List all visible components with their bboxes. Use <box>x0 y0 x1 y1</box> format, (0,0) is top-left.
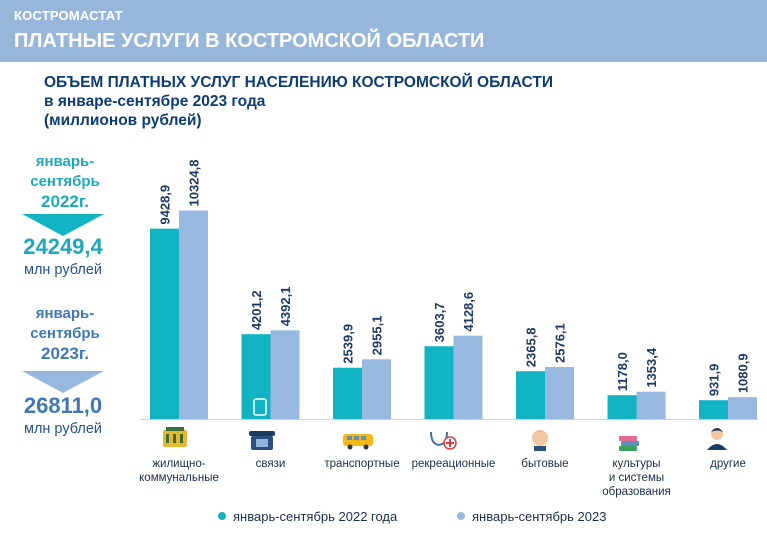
bar-2022 <box>699 400 728 419</box>
arrow-2022-icon <box>22 214 104 236</box>
chart-title-line-2: в январе-сентябре 2023 года <box>44 93 266 110</box>
hairdresser-icon <box>532 430 548 451</box>
medical-icon <box>430 431 457 450</box>
bar-2022 <box>607 395 637 419</box>
bar-2022 <box>150 228 179 419</box>
bar-2023 <box>636 391 666 419</box>
total-2022-label-line: 2022г. <box>41 192 89 211</box>
data-label: 2576,1 <box>553 323 568 363</box>
data-label: 2539,9 <box>341 324 356 364</box>
total-2022-label-line: январь- <box>35 153 95 170</box>
bar-2023 <box>270 330 300 419</box>
chart-title-line-1: ОБЪЕМ ПЛАТНЫХ УСЛУГ НАСЕЛЕНИЮ КОСТРОМСКО… <box>44 74 553 91</box>
chart-title-line-3: (миллионов рублей) <box>44 112 202 129</box>
category-label: культуры и системы образования <box>602 458 671 498</box>
housing-icon <box>163 427 187 447</box>
legend-label-2022: январь-сентябрь 2022 года <box>233 509 398 524</box>
data-label: 4128,6 <box>461 292 476 332</box>
total-2023-unit: млн рублей <box>23 421 103 437</box>
total-2022-label: январь- сентябрь 2022г. <box>6 152 124 212</box>
data-label: 9428,9 <box>158 185 173 225</box>
category-label: бытовые <box>521 458 568 470</box>
data-label: 3603,7 <box>432 302 447 342</box>
books-icon <box>619 436 639 451</box>
bar-2022 <box>424 346 454 419</box>
data-label: 1080,9 <box>736 353 751 393</box>
data-label: 2365,8 <box>524 327 539 367</box>
bar-2022 <box>516 371 545 419</box>
data-label: 4392,1 <box>278 287 293 327</box>
telephone-icon <box>249 431 275 450</box>
data-label: 10324,8 <box>187 160 202 207</box>
data-label: 931,9 <box>707 364 722 397</box>
legend-item-2023: январь-сентябрь 2023 <box>457 509 606 524</box>
category-label: жилищно-коммунальные <box>139 458 219 484</box>
legend-swatch-2023 <box>457 512 465 520</box>
bar-2023 <box>545 366 574 419</box>
bar-2023 <box>179 210 208 419</box>
bar-2023 <box>728 397 757 419</box>
total-2023-label-line: сентябрь <box>30 325 100 342</box>
bar-2022 <box>333 367 362 419</box>
person-icon <box>707 428 727 450</box>
total-2023-value: 26811,0 <box>23 393 103 418</box>
page-title: ПЛАТНЫЕ УСЛУГИ В КОСТРОМСКОЙ ОБЛАСТИ <box>14 30 485 52</box>
total-2023-label: январь- сентябрь 2023г. <box>6 304 124 364</box>
bar-2023 <box>362 359 391 419</box>
bus-icon <box>343 434 373 450</box>
data-label: 1178,0 <box>615 352 630 391</box>
legend-label-2023: январь-сентябрь 2023 <box>472 509 607 524</box>
bar-2023 <box>453 335 483 419</box>
total-2023-label-line: 2023г. <box>41 344 89 363</box>
legend-item-2022: январь-сентябрь 2022 года <box>218 509 397 524</box>
phone-screen-icon <box>253 398 267 416</box>
chart-title: ОБЪЕМ ПЛАТНЫХ УСЛУГ НАСЕЛЕНИЮ КОСТРОМСКО… <box>44 73 553 130</box>
data-label: 4201,2 <box>249 290 264 330</box>
org-name: КОСТРОМАСТАТ <box>14 8 123 23</box>
category-label: рекреационные <box>412 458 496 470</box>
category-label: связи <box>256 458 286 470</box>
category-label: транспортные <box>324 458 399 470</box>
total-2022-label-line: сентябрь <box>30 173 100 190</box>
header-bar: КОСТРОМАСТАТ ПЛАТНЫЕ УСЛУГИ В КОСТРОМСКО… <box>0 0 767 62</box>
total-2022-unit: млн рублей <box>23 262 103 278</box>
total-2023-label-line: январь- <box>35 305 95 322</box>
data-label: 2955,1 <box>370 316 385 356</box>
legend-swatch-2022 <box>218 512 226 520</box>
data-label: 1353,4 <box>644 347 659 388</box>
category-label: другие <box>710 458 746 470</box>
arrow-2023-icon <box>22 371 104 393</box>
total-2022-value: 24249,4 <box>23 234 103 259</box>
